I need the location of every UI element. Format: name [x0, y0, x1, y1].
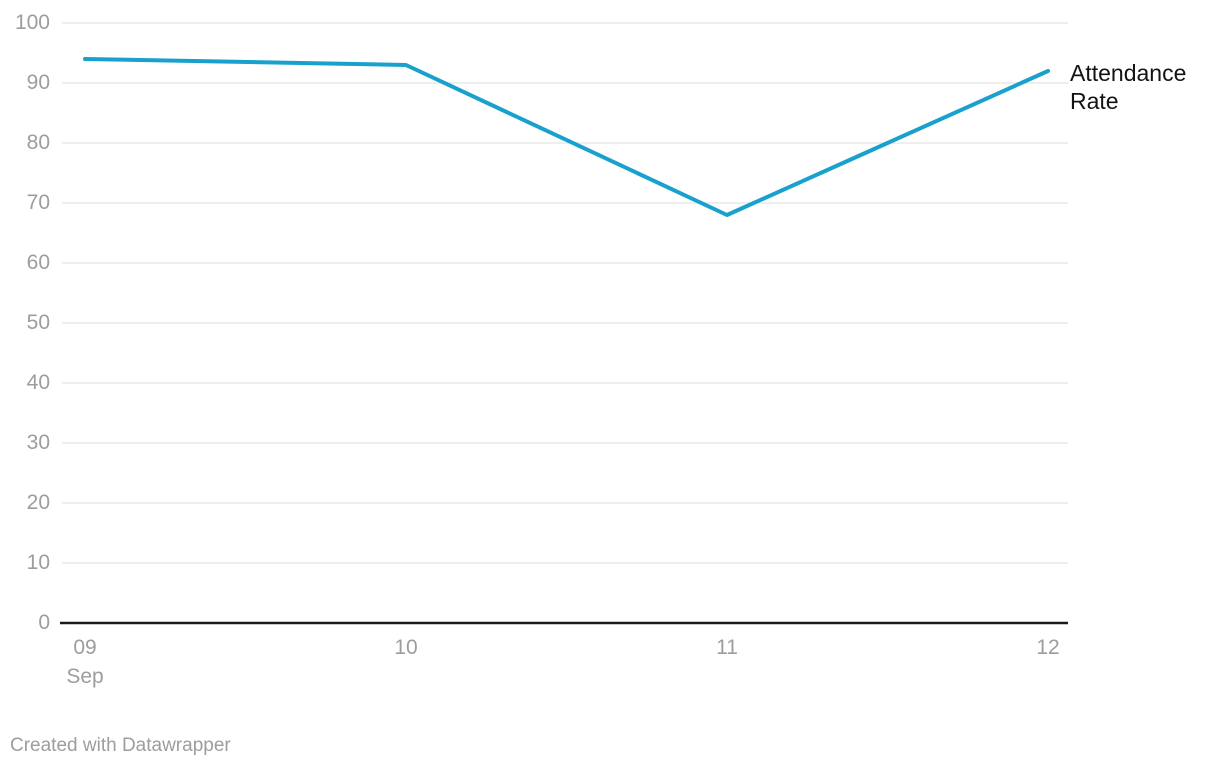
y-axis-tick-label: 20: [26, 491, 50, 514]
x-axis-tick-label: 12: [1036, 636, 1060, 659]
y-axis-tick-label: 100: [14, 11, 50, 34]
y-axis-tick-label: 90: [26, 71, 50, 94]
y-axis-tick-label: 40: [26, 371, 50, 394]
x-axis-tick-label: 11: [716, 636, 738, 659]
y-axis-tick-label: 0: [38, 611, 50, 634]
y-axis-tick-label: 30: [26, 431, 50, 454]
x-axis-month-label: Sep: [66, 665, 104, 688]
series-label-attendance-rate: Attendance Rate: [1070, 60, 1187, 114]
attendance-rate-line[interactable]: [83, 57, 1050, 217]
y-axis-tick-label: 70: [26, 191, 50, 214]
x-axis-tick-label: 10: [394, 636, 418, 659]
y-axis-tick-label: 50: [26, 311, 50, 334]
y-axis-tick-label: 10: [26, 551, 50, 574]
y-axis-tick-label: 80: [26, 131, 50, 154]
datawrapper-credit-link[interactable]: Created with Datawrapper: [10, 735, 231, 756]
x-axis-tick-label: 09: [73, 636, 97, 659]
y-axis-tick-label: 60: [26, 251, 50, 274]
